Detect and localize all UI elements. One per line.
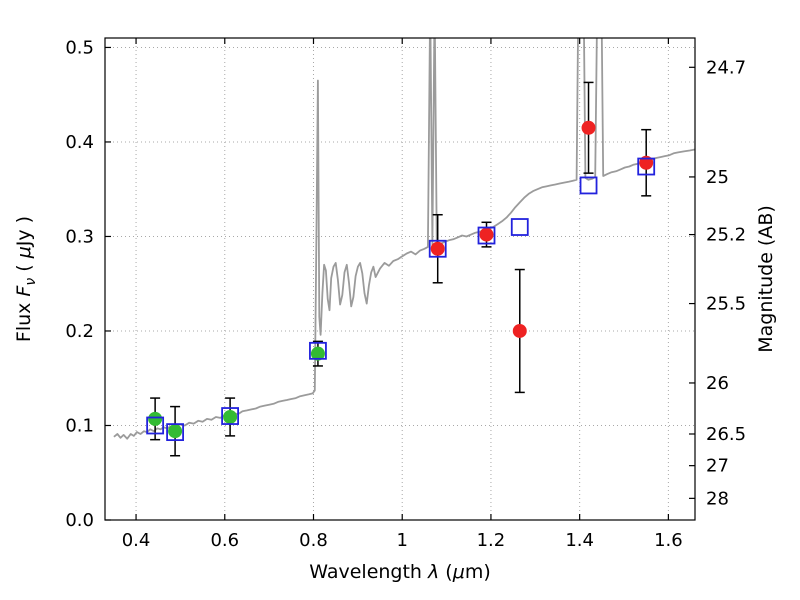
magnitude-tick-label: 26.5	[706, 424, 746, 445]
data-point-square	[166, 423, 184, 442]
left-y-axis-label: Flux Fν ( μJy )	[13, 216, 39, 342]
data-point-circle	[148, 411, 163, 426]
magnitude-tick-label: 25.5	[706, 294, 746, 315]
flux-tick-label: 0.5	[65, 37, 94, 58]
model_photometry-points	[146, 157, 656, 442]
data-point-circle	[223, 409, 238, 424]
magnitude-tick-label: 26	[706, 373, 729, 394]
flux-tick-label: 0.2	[65, 321, 94, 342]
magnitude-tick-label: 27	[706, 456, 729, 477]
magnitude-tick-label: 24.7	[706, 57, 746, 78]
data-point-square	[510, 218, 529, 236]
data-point-circle	[512, 323, 527, 338]
x-axis-tick-labels: 0.4 0.6 0.8 1 1.2 1.4 1.6	[122, 530, 683, 551]
magnitude-tick-label: 25.2	[706, 225, 746, 246]
x-tick-label: 1	[396, 530, 407, 551]
observed_photometry_optical-points	[148, 346, 325, 439]
plot-frame	[104, 37, 696, 521]
x-tick-label: 1.4	[565, 530, 594, 551]
data-point-circle	[168, 424, 183, 439]
data-point-circle	[430, 241, 445, 256]
data-point-circle	[581, 120, 596, 135]
right-axis-tick-labels: 24.7 25 25.2 25.5 26 26.5 27 28	[706, 57, 746, 509]
model-spectrum-line	[113, 38, 695, 440]
data-point-square	[146, 416, 165, 435]
flux-tick-label: 0.1	[65, 415, 94, 436]
data-point-circle	[479, 227, 494, 242]
flux-tick-label: 0.4	[65, 132, 94, 153]
data-point-square	[428, 239, 447, 258]
data-point-circle	[310, 346, 325, 361]
data-point-square	[221, 407, 239, 425]
x-tick-label: 0.4	[122, 530, 151, 551]
x-tick-label: 1.2	[477, 530, 506, 551]
magnitude-tick-label: 25	[706, 167, 729, 188]
data-point-square	[309, 341, 327, 360]
x-tick-label: 0.6	[210, 530, 239, 551]
data-point-square	[579, 176, 598, 195]
x-axis-label: Wavelength λ (μm)	[309, 561, 490, 583]
data-point-square	[477, 226, 496, 245]
magnitude-tick-label: 28	[706, 488, 729, 509]
tick-marks	[105, 38, 695, 521]
error-bars	[150, 81, 652, 457]
right-y-axis-label: Magnitude (AB)	[755, 205, 777, 353]
flux-tick-label: 0.0	[65, 510, 94, 531]
x-tick-label: 1.6	[654, 530, 683, 551]
data-point-square	[637, 157, 656, 176]
x-tick-label: 0.8	[299, 530, 328, 551]
flux-tick-label: 0.3	[65, 226, 94, 247]
grid-lines	[105, 38, 695, 521]
observed_photometry_infrared-points	[430, 120, 654, 338]
left-axis-tick-labels: 0.0 0.1 0.2 0.3 0.4 0.5	[65, 37, 94, 531]
